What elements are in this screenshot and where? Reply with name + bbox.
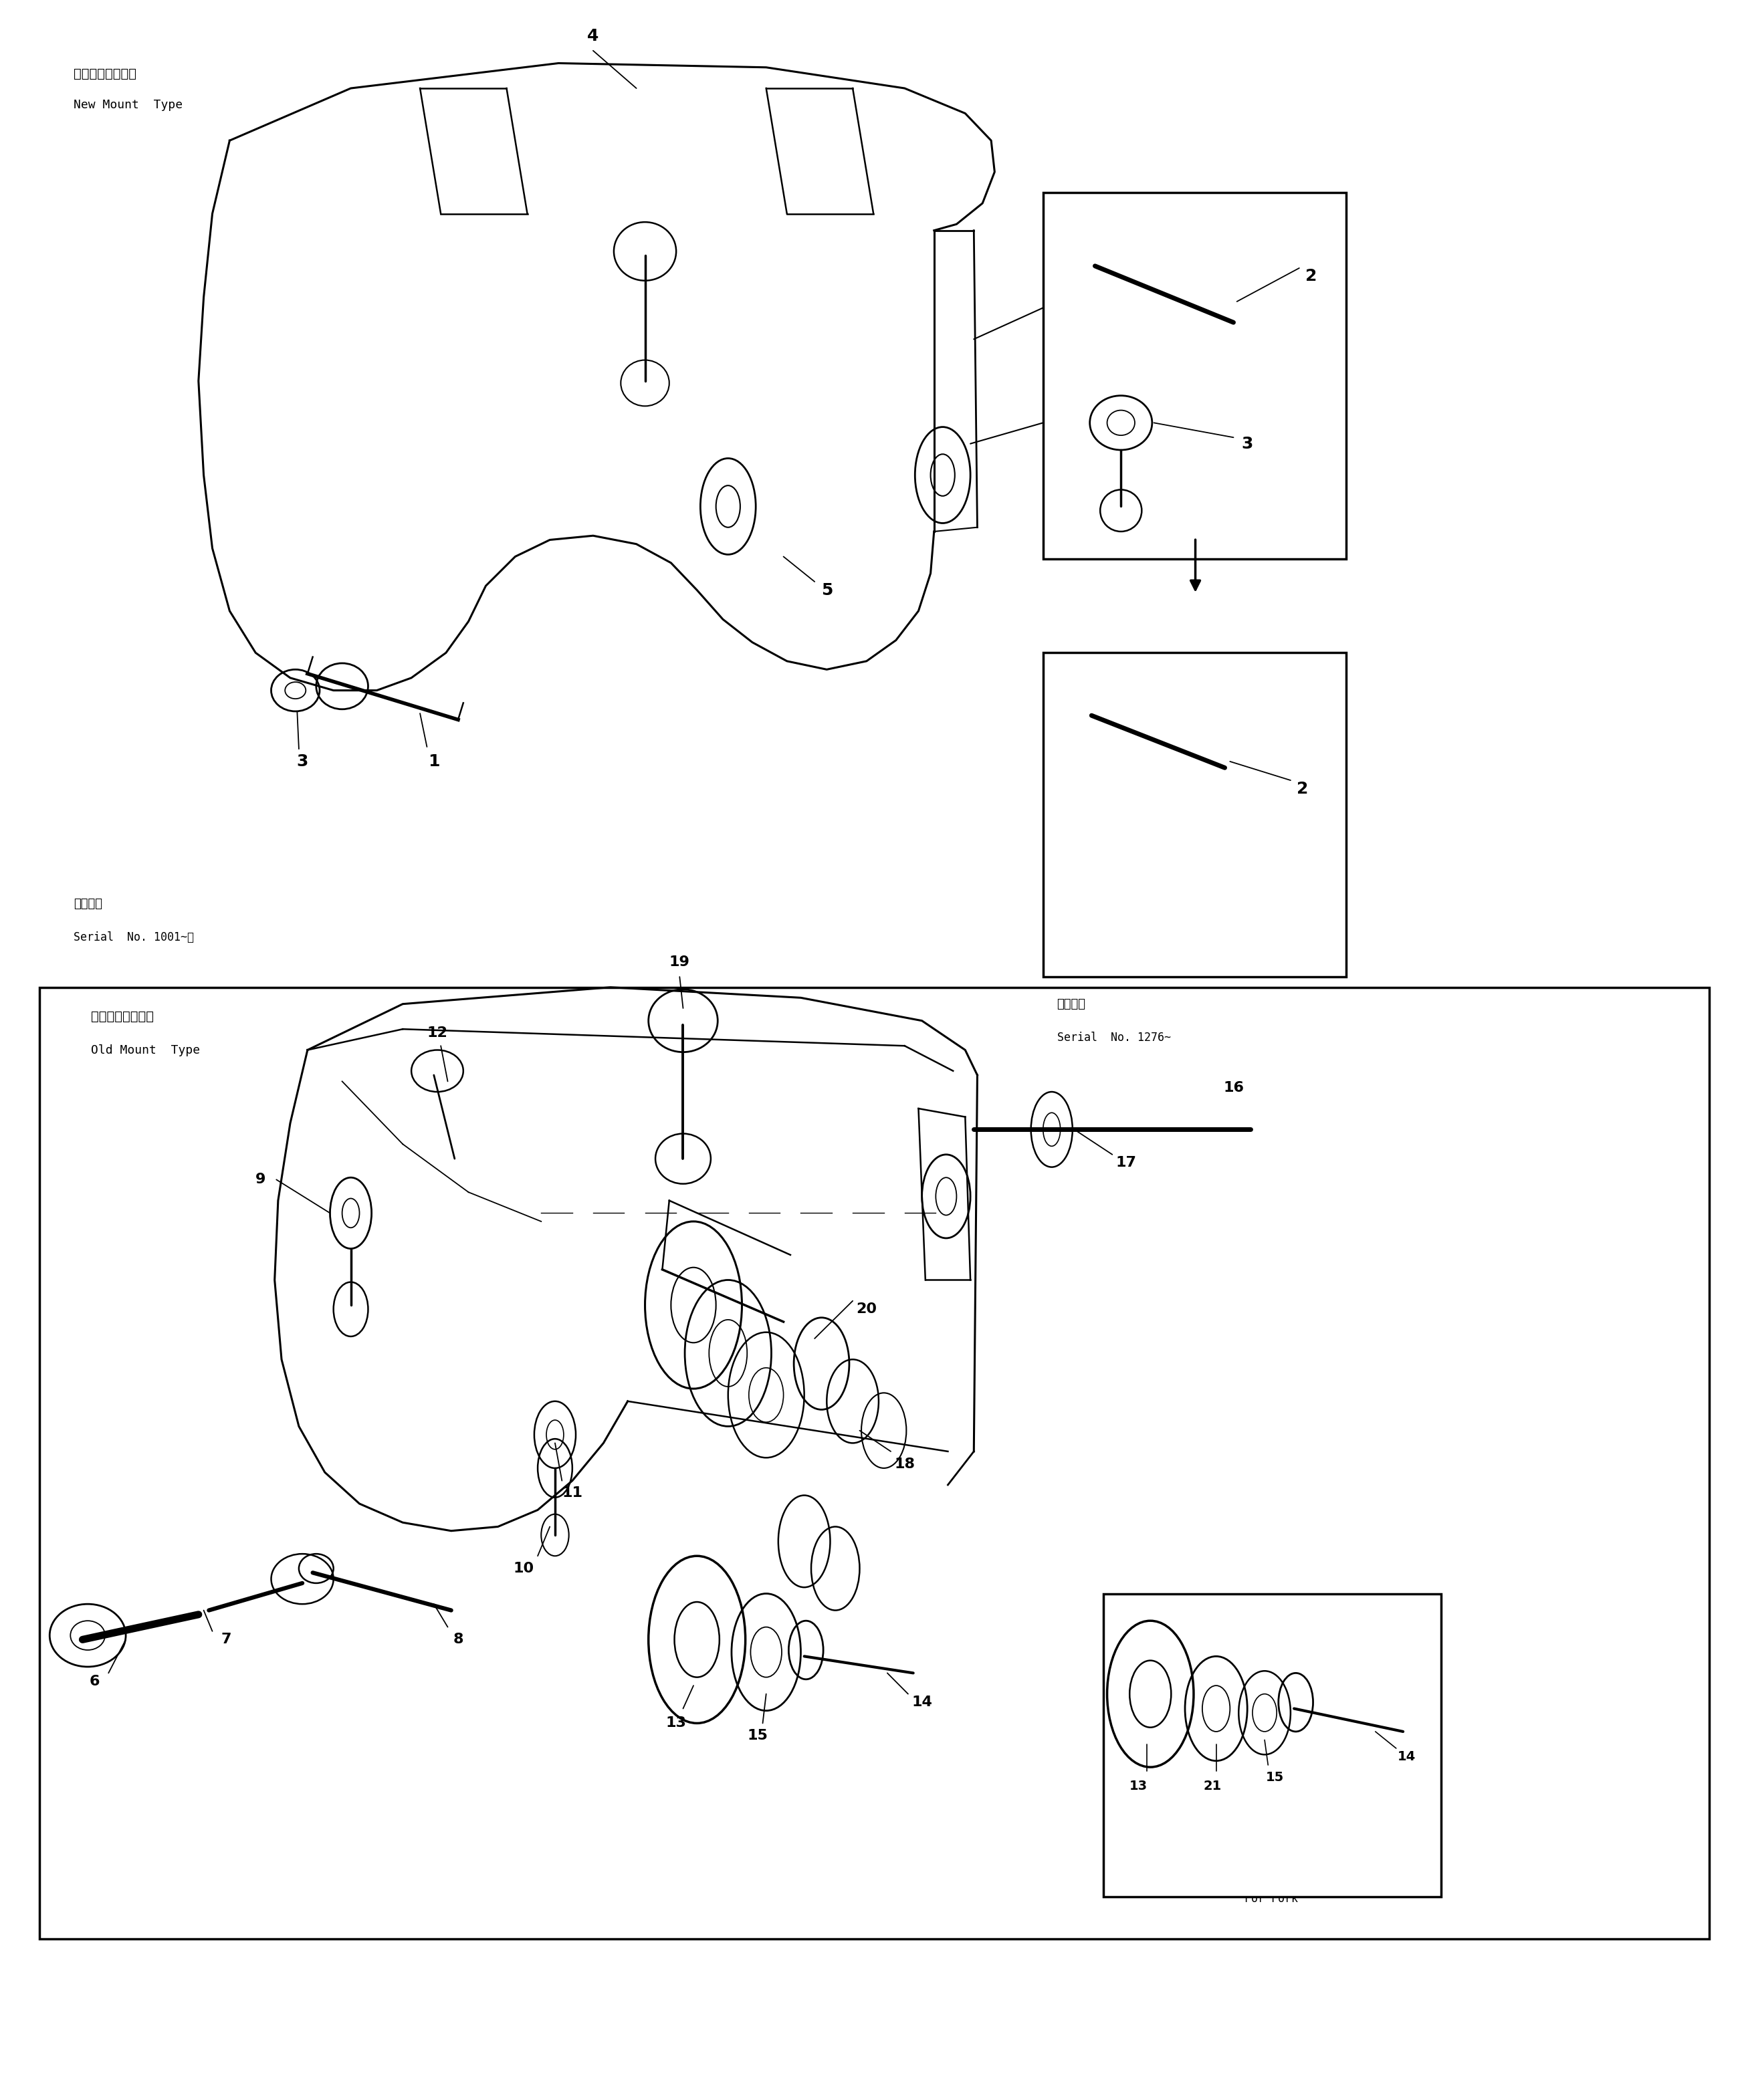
Text: 5: 5: [821, 582, 832, 598]
Text: 新マウントタイプ: 新マウントタイプ: [73, 67, 137, 80]
Bar: [1042, 193, 1347, 559]
Text: For Fork: For Fork: [1244, 1892, 1298, 1905]
Text: 14: 14: [1397, 1749, 1416, 1764]
Text: 3: 3: [1241, 435, 1253, 452]
Text: 12: 12: [426, 1027, 447, 1040]
Text: 7: 7: [221, 1634, 231, 1646]
Text: 9: 9: [256, 1174, 266, 1186]
Text: Serial  No. 1276~: Serial No. 1276~: [1056, 1031, 1171, 1044]
Text: 2: 2: [1305, 269, 1317, 284]
Text: フォーク用: フォーク用: [1253, 1863, 1289, 1875]
Text: 4: 4: [588, 27, 599, 44]
Bar: [1103, 1594, 1441, 1896]
Text: 6: 6: [89, 1674, 99, 1688]
Text: Serial  No. 1001~・: Serial No. 1001~・: [73, 930, 195, 943]
Bar: [1042, 653, 1347, 977]
Text: 1: 1: [428, 754, 440, 769]
Text: 8: 8: [452, 1634, 463, 1646]
Text: 15: 15: [746, 1728, 767, 1743]
Text: 3: 3: [296, 754, 308, 769]
Text: 10: 10: [513, 1562, 534, 1575]
Text: 15: 15: [1267, 1770, 1284, 1783]
Text: 18: 18: [894, 1457, 915, 1470]
Text: 2: 2: [1296, 781, 1308, 796]
Text: 11: 11: [562, 1487, 583, 1499]
Text: New Mount  Type: New Mount Type: [73, 99, 183, 111]
Text: 適用号機: 適用号機: [1056, 998, 1086, 1010]
Text: 20: 20: [856, 1302, 877, 1317]
Text: 旧マウントタイプ: 旧マウントタイプ: [90, 1010, 155, 1023]
Text: 19: 19: [670, 956, 691, 968]
Text: 17: 17: [1115, 1157, 1136, 1170]
Text: 適用号機: 適用号機: [73, 897, 103, 909]
Text: 13: 13: [1129, 1779, 1147, 1791]
Text: Old Mount  Type: Old Mount Type: [90, 1044, 200, 1056]
Text: 21: 21: [1204, 1779, 1221, 1791]
Text: 16: 16: [1223, 1082, 1244, 1094]
Text: 14: 14: [912, 1695, 933, 1709]
Bar: [40, 987, 1709, 1938]
Text: 13: 13: [666, 1716, 687, 1730]
